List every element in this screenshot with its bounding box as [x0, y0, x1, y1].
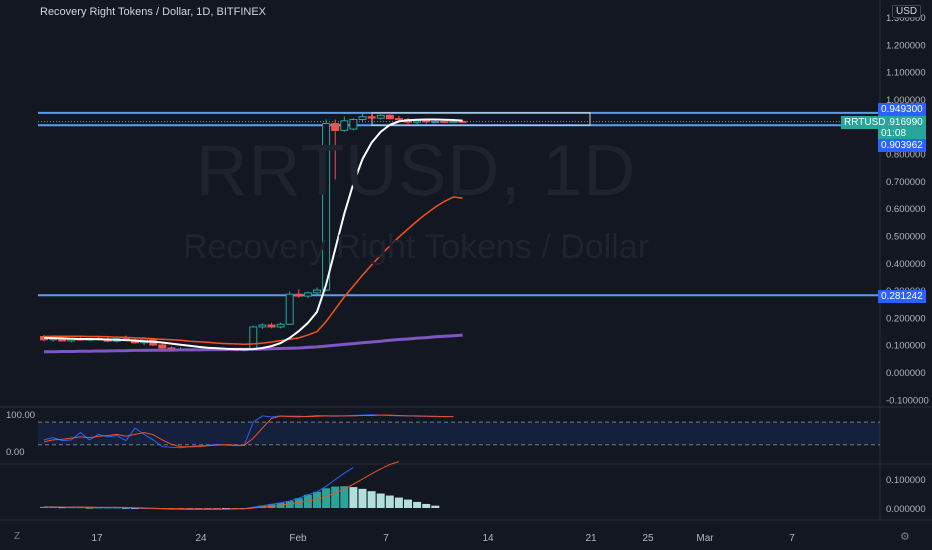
candle-body [413, 120, 422, 123]
histogram-bar [331, 486, 340, 508]
price-tick-label: 1.300000 [886, 13, 926, 24]
histogram-bar [203, 508, 212, 510]
osc2-tick-label: 0.000000 [886, 504, 926, 515]
candle-body [249, 326, 258, 351]
histogram-bar [404, 499, 412, 508]
level-label-lower: 0.903962 [878, 139, 926, 152]
date-tick-label: 7 [789, 533, 795, 544]
candle-body [431, 120, 440, 123]
histogram-bar [67, 507, 76, 509]
osc1-tick-label: 100.00 [6, 410, 35, 421]
histogram-bar [340, 486, 349, 508]
price-tick-label: 0.500000 [886, 232, 926, 243]
candle-body [449, 120, 458, 123]
histogram-bar [94, 507, 103, 509]
candle-body [258, 324, 267, 328]
candle-body [285, 293, 294, 325]
candle-body [376, 114, 385, 119]
candle-body [158, 344, 167, 349]
histogram-bar [212, 508, 221, 510]
candle-body [303, 292, 312, 297]
chart-title: Recovery Right Tokens / Dollar, 1D, BITF… [40, 6, 266, 18]
price-tick-label: -0.100000 [886, 395, 929, 406]
histogram-bar [103, 507, 112, 509]
histogram-bar [285, 501, 294, 508]
level-label-upper: 0.949300 [878, 103, 926, 116]
date-tick-label: 24 [195, 533, 207, 544]
date-tick-label: Feb [289, 533, 307, 544]
histogram-bar [385, 495, 394, 508]
date-tick-label: 17 [91, 533, 103, 544]
candle-body [422, 120, 431, 123]
date-tick-label: 25 [642, 533, 654, 544]
date-tick-label: 7 [383, 533, 389, 544]
histogram-bar [313, 491, 321, 508]
price-tick-label: 1.200000 [886, 40, 926, 51]
price-tick-label: 0.700000 [886, 177, 926, 188]
candle-body [331, 123, 340, 131]
histogram-bar [194, 508, 203, 510]
settings-gear-icon[interactable]: ⚙ [900, 531, 910, 543]
candle-body [394, 118, 403, 121]
price-tick-label: 0.400000 [886, 259, 926, 270]
candle-body [313, 289, 321, 294]
histogram-bar [431, 505, 440, 508]
histogram-bar [58, 507, 67, 509]
candle-body [340, 120, 349, 131]
histogram-bar [413, 501, 422, 508]
histogram-bar [112, 507, 121, 509]
price-tick-label: 0.000000 [886, 368, 926, 379]
candle-body [358, 116, 367, 120]
histogram-bar [185, 508, 194, 510]
zoom-button[interactable]: Z [14, 531, 21, 542]
histogram-bar [85, 507, 94, 509]
price-tick-label: 0.800000 [886, 150, 926, 161]
last-price-symbol: RRTUSD [841, 116, 889, 129]
osc1-tick-label: 0.00 [6, 447, 25, 458]
price-tick-label: 0.100000 [886, 341, 926, 352]
price-tick-label: 1.100000 [886, 68, 926, 79]
watermark-name: Recovery Right Tokens / Dollar [182, 228, 650, 266]
candle-body [294, 293, 303, 297]
price-tick-label: 0.200000 [886, 313, 926, 324]
last-price-value: 0.916990 [881, 117, 923, 128]
candle-body [385, 114, 394, 120]
date-tick-label: 21 [585, 533, 597, 544]
price-tick-label: 1.000000 [886, 95, 926, 106]
candle-body [367, 116, 376, 119]
histogram-bar [422, 503, 431, 508]
ma-mid-line [43, 196, 463, 345]
histogram-bar [121, 507, 130, 509]
date-tick-label: Mar [696, 533, 714, 544]
ma-fast-line [43, 118, 463, 351]
candle-body [440, 120, 449, 123]
histogram-bar [294, 498, 303, 508]
candle-body [458, 120, 467, 123]
histogram-bar [394, 497, 403, 508]
histogram-bar [376, 493, 385, 508]
currency-button[interactable]: USD [892, 5, 922, 18]
histogram-bar [76, 507, 85, 509]
level-label-support: 0.281242 [878, 290, 926, 303]
candle-body [349, 118, 358, 130]
candle-body [267, 324, 276, 328]
osc1-band [38, 422, 880, 445]
date-tick-label: 14 [482, 533, 494, 544]
signal-line [44, 461, 400, 510]
watermark-symbol: RRTUSD, 1D [195, 131, 637, 211]
candle-body [322, 123, 331, 291]
histogram-bar [349, 487, 358, 508]
osc1-d-line [43, 414, 454, 448]
countdown-value: 01:08 [881, 128, 907, 139]
price-tick-label: 0.600000 [886, 204, 926, 215]
histogram-bar [322, 488, 331, 508]
candle-body [276, 323, 285, 328]
histogram-bar [367, 491, 376, 508]
osc2-tick-label: 0.100000 [886, 475, 926, 486]
histogram-bar [358, 488, 367, 508]
